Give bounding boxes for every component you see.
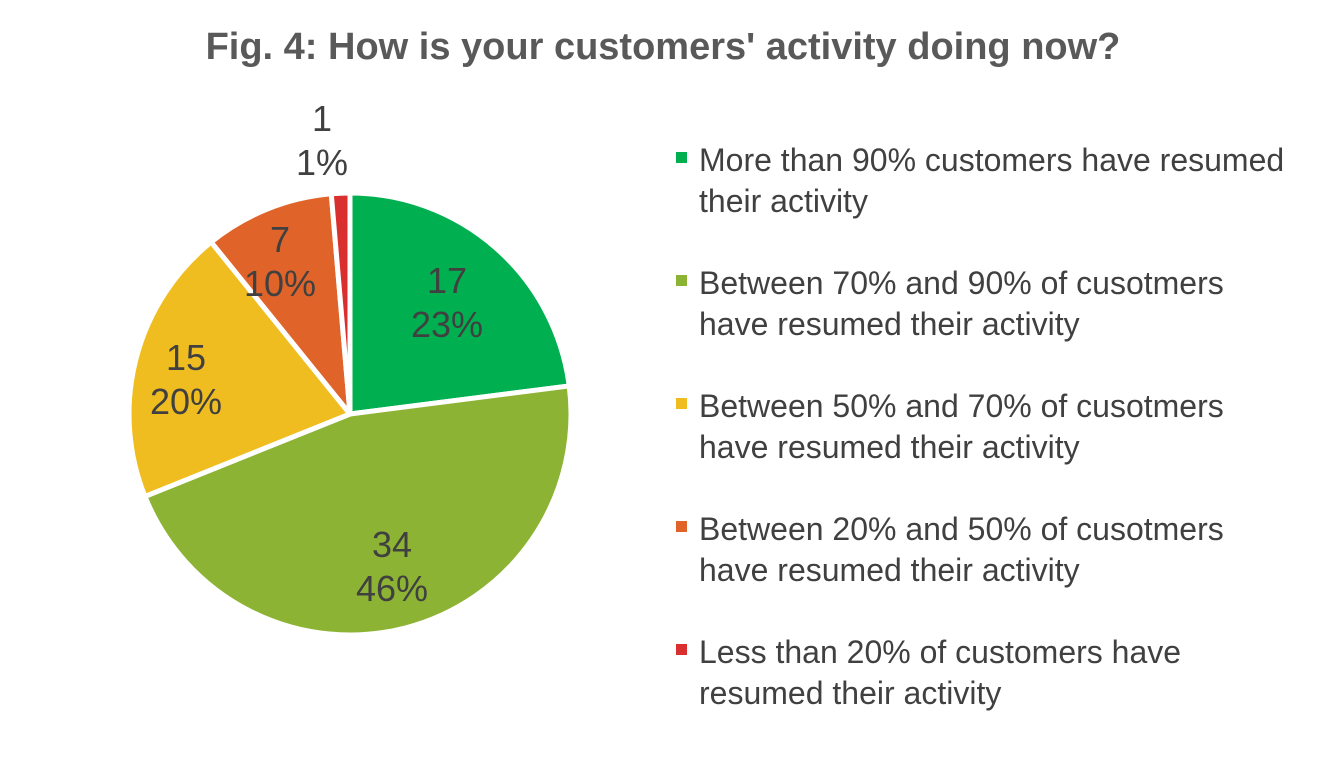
slice-data-label: 15 20% <box>150 337 222 422</box>
pie-slice <box>328 190 353 417</box>
legend-item: Between 20% and 50% of cusotmers have re… <box>676 509 1316 632</box>
slice-percent-label: 23% <box>411 304 483 345</box>
legend-label: Between 50% and 70% of cusotmers have re… <box>699 388 1224 465</box>
legend-swatch <box>676 152 687 163</box>
pie-slice <box>347 190 572 417</box>
slice-data-label: 34 46% <box>356 524 428 609</box>
pie-slice <box>142 383 574 638</box>
legend-label: Less than 20% of customers have resumed … <box>699 634 1182 711</box>
pie-slice <box>126 239 353 499</box>
legend-item: Between 70% and 90% of cusotmers have re… <box>676 263 1316 386</box>
slice-value-label: 7 <box>270 219 290 260</box>
pie-slice <box>208 191 353 417</box>
slice-value-label: 34 <box>372 524 412 565</box>
slice-percent-label: 20% <box>150 381 222 422</box>
slice-data-label: 1 1% <box>296 98 348 183</box>
legend-item: Less than 20% of customers have resumed … <box>676 632 1316 755</box>
slice-percent-label: 1% <box>296 142 348 183</box>
slice-percent-label: 46% <box>356 568 428 609</box>
legend-item: Between 50% and 70% of cusotmers have re… <box>676 386 1316 509</box>
slice-value-label: 15 <box>166 337 206 378</box>
legend-swatch <box>676 644 687 655</box>
legend-swatch <box>676 275 687 286</box>
legend-swatch <box>676 398 687 409</box>
slice-value-label: 1 <box>312 98 332 139</box>
legend-item: More than 90% customers have resumed the… <box>676 140 1316 263</box>
legend-label: Between 70% and 90% of cusotmers have re… <box>699 265 1224 342</box>
chart-legend: More than 90% customers have resumed the… <box>676 140 1316 755</box>
legend-label: Between 20% and 50% of cusotmers have re… <box>699 511 1224 588</box>
legend-label: More than 90% customers have resumed the… <box>699 142 1285 219</box>
slice-percent-label: 10% <box>244 263 316 304</box>
slice-data-label: 7 10% <box>244 219 316 304</box>
legend-swatch <box>676 521 687 532</box>
slice-value-label: 17 <box>427 260 467 301</box>
slice-data-label: 17 23% <box>411 260 483 345</box>
chart-title: Fig. 4: How is your customers' activity … <box>205 26 1121 68</box>
